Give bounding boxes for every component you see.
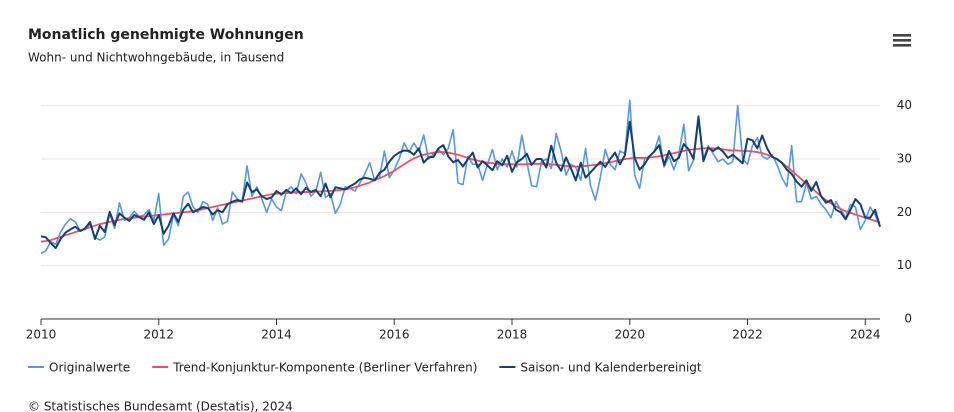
menu-bar bbox=[893, 44, 911, 47]
legend-item[interactable]: Trend-Konjunktur-Komponente (Berliner Ve… bbox=[152, 361, 477, 375]
legend-label: Trend-Konjunktur-Komponente (Berliner Ve… bbox=[172, 361, 477, 375]
y-tick-label: 10 bbox=[897, 258, 912, 272]
data-line bbox=[40, 147, 881, 243]
x-tick-label: 2014 bbox=[261, 328, 292, 342]
y-tick-label: 0 bbox=[904, 312, 912, 326]
chart-title: Monatlich genehmigte Wohnungen bbox=[28, 27, 304, 43]
menu-button[interactable] bbox=[893, 34, 911, 47]
credit: © Statistisches Bundesamt (Destatis), 20… bbox=[28, 400, 293, 412]
menu-bar bbox=[893, 39, 911, 42]
x-tick-label: 2022 bbox=[732, 328, 763, 342]
y-tick-label: 40 bbox=[897, 98, 912, 112]
x-tick-label: 2010 bbox=[26, 328, 57, 342]
y-tick-label: 20 bbox=[897, 205, 912, 219]
menu-bar bbox=[893, 34, 911, 37]
data-line bbox=[40, 99, 881, 255]
chart-subtitle: Wohn- und Nichtwohngebäude, in Tausend bbox=[28, 51, 284, 65]
x-tick-label: 2012 bbox=[143, 328, 174, 342]
x-tick-label: 2016 bbox=[379, 328, 410, 342]
legend-label: Saison- und Kalenderbereinigt bbox=[520, 361, 702, 375]
legend-item[interactable]: Saison- und Kalenderbereinigt bbox=[499, 361, 702, 375]
legend-item[interactable]: Originalwerte bbox=[28, 361, 130, 375]
legend-label: Originalwerte bbox=[49, 361, 130, 375]
x-tick-label: 2018 bbox=[497, 328, 528, 342]
data-line bbox=[40, 115, 881, 250]
x-tick-label: 2024 bbox=[850, 328, 881, 342]
x-tick-label: 2020 bbox=[614, 328, 645, 342]
y-tick-label: 30 bbox=[897, 152, 912, 166]
